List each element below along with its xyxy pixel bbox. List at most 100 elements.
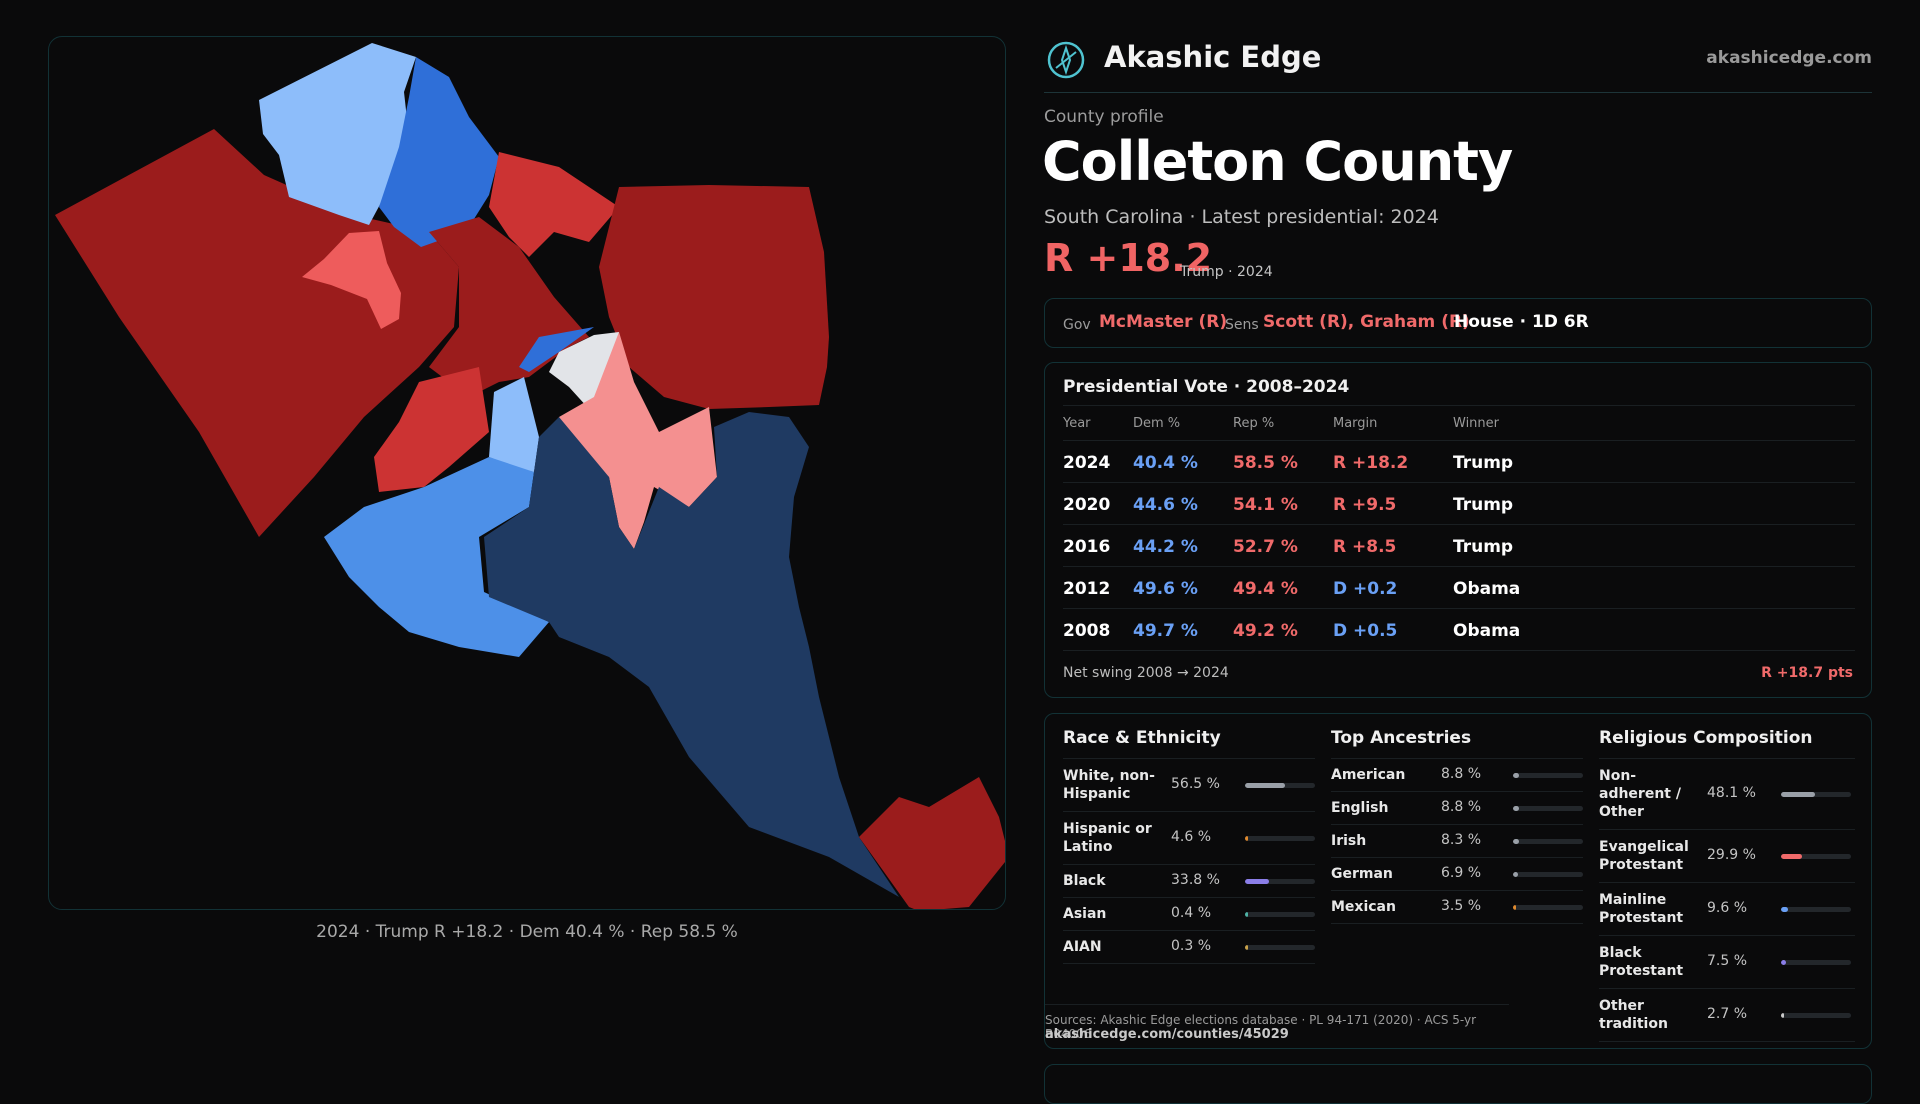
list-item: AIAN 0.3 % — [1063, 931, 1315, 964]
row-margin: R +8.5 — [1333, 537, 1397, 557]
demographics-card: Race & Ethnicity White, non-Hispanic 56.5… — [1044, 713, 1872, 1049]
col-year: Year — [1063, 416, 1091, 431]
item-bar-fill — [1781, 959, 1787, 965]
item-bar-fill — [1513, 805, 1520, 811]
map-region-sw-leand[interactable] — [324, 457, 549, 657]
list-item: Asian 0.4 % — [1063, 898, 1315, 931]
item-bar — [1781, 906, 1851, 912]
map-region-sc-lean[interactable] — [374, 367, 489, 492]
map-region-se[interactable] — [859, 777, 1006, 910]
item-percent: 56.5 % — [1171, 776, 1220, 792]
col-winner: Winner — [1453, 416, 1500, 431]
map-region-ne-lean[interactable] — [489, 152, 619, 257]
item-bar-fill — [1245, 911, 1248, 917]
col-rep: Rep % — [1233, 416, 1275, 431]
item-percent: 7.5 % — [1707, 953, 1748, 969]
map-region-lean-d-small[interactable] — [519, 327, 594, 372]
item-bar — [1781, 959, 1851, 965]
item-percent: 8.3 % — [1441, 832, 1482, 848]
compass-icon[interactable] — [1046, 40, 1086, 80]
gov-label: Gov — [1063, 317, 1091, 333]
county-precinct-map[interactable] — [49, 37, 1006, 910]
row-rep: 49.4 % — [1233, 579, 1298, 599]
row-year: 2016 — [1063, 537, 1111, 557]
list-item: Irish 8.3 % — [1331, 825, 1583, 858]
row-margin: D +0.2 — [1333, 579, 1398, 599]
item-name: Evangelical Protestant — [1599, 839, 1689, 873]
row-dem: 49.6 % — [1133, 579, 1198, 599]
sources-note: Sources: Akashic Edge elections database… — [1045, 1004, 1509, 1041]
item-bar-fill — [1781, 906, 1788, 912]
item-percent: 9.6 % — [1707, 900, 1748, 916]
item-bar-fill — [1513, 838, 1519, 844]
sens-value: Scott (R), Graham (R) — [1263, 312, 1470, 332]
table-row: 2016 44.2 % 52.7 % R +8.5 Trump — [1063, 525, 1855, 567]
row-year: 2024 — [1063, 453, 1111, 473]
religion-column: Religious Composition Non-adherent / Oth… — [1599, 728, 1855, 1042]
item-percent: 3.5 % — [1441, 898, 1482, 914]
item-bar — [1245, 782, 1315, 788]
table-row: 2008 49.7 % 49.2 % D +0.5 Obama — [1063, 609, 1855, 651]
row-margin: R +9.5 — [1333, 495, 1397, 515]
page-title: Colleton County — [1042, 130, 1513, 193]
item-name: English — [1331, 800, 1389, 816]
list-item: Mainline Protestant 9.6 % — [1599, 883, 1855, 936]
item-percent: 29.9 % — [1707, 847, 1756, 863]
map-region-east[interactable] — [599, 185, 829, 409]
item-bar-fill — [1245, 944, 1248, 950]
source-link[interactable]: akashicedge.com/counties/45029 — [1045, 1027, 1289, 1042]
item-percent: 6.9 % — [1441, 865, 1482, 881]
row-margin: R +18.2 — [1333, 453, 1409, 473]
item-name: AIAN — [1063, 939, 1102, 955]
list-item: English 8.8 % — [1331, 792, 1583, 825]
map-region-west[interactable] — [55, 129, 459, 537]
item-name: German — [1331, 866, 1393, 882]
item-name: American — [1331, 767, 1406, 783]
item-bar-fill — [1245, 782, 1285, 788]
county-map-panel[interactable] — [48, 36, 1006, 910]
table-row: 2020 44.6 % 54.1 % R +9.5 Trump — [1063, 483, 1855, 525]
page-subtitle: South Carolina · Latest presidential: 20… — [1044, 206, 1439, 228]
list-item: White, non-Hispanic 56.5 % — [1063, 759, 1315, 812]
item-percent: 33.8 % — [1171, 872, 1220, 888]
brand-name[interactable]: Akashic Edge — [1104, 40, 1322, 74]
item-bar — [1513, 838, 1583, 844]
item-percent: 4.6 % — [1171, 829, 1212, 845]
table-row: 2012 49.6 % 49.4 % D +0.2 Obama — [1063, 567, 1855, 609]
list-item: Mexican 3.5 % — [1331, 891, 1583, 924]
item-bar — [1781, 853, 1851, 859]
brand-bar: Akashic Edge akashicedge.com — [1044, 36, 1872, 93]
race-column: Race & Ethnicity White, non-Hispanic 56.5… — [1063, 728, 1315, 964]
row-dem: 44.6 % — [1133, 495, 1198, 515]
item-bar-fill — [1781, 1012, 1784, 1018]
map-region-nw-lean[interactable] — [302, 231, 401, 329]
item-bar — [1245, 911, 1315, 917]
item-name: Mainline Protestant — [1599, 892, 1684, 926]
row-dem: 40.4 % — [1133, 453, 1198, 473]
item-bar-fill — [1513, 904, 1516, 910]
map-region-tiltd-mid[interactable] — [489, 377, 539, 472]
item-bar — [1245, 878, 1315, 884]
map-region-north-likelyd[interactable] — [379, 57, 499, 247]
ancestry-title: Top Ancestries — [1331, 728, 1583, 759]
item-bar-fill — [1513, 871, 1518, 877]
map-region-south-safed[interactable] — [484, 412, 899, 897]
latest-margin: R +18.2 — [1044, 236, 1213, 280]
row-rep: 52.7 % — [1233, 537, 1298, 557]
next-card-stub — [1044, 1064, 1872, 1104]
item-bar — [1513, 871, 1583, 877]
list-item: Other tradition 2.7 % — [1599, 989, 1855, 1042]
list-item: Black Protestant 7.5 % — [1599, 936, 1855, 989]
item-bar-fill — [1245, 878, 1269, 884]
map-region-tiltr[interactable] — [549, 332, 717, 549]
item-percent: 8.8 % — [1441, 799, 1482, 815]
row-winner: Obama — [1453, 579, 1521, 599]
row-winner: Trump — [1453, 453, 1514, 473]
map-region-north-tiltd[interactable] — [259, 43, 416, 225]
brand-url[interactable]: akashicedge.com — [1706, 48, 1872, 68]
net-swing-value: R +18.7 pts — [1761, 665, 1853, 681]
item-name: Other tradition — [1599, 998, 1668, 1032]
item-bar — [1245, 944, 1315, 950]
table-row: 2024 40.4 % 58.5 % R +18.2 Trump — [1063, 441, 1855, 483]
item-name: Mexican — [1331, 899, 1396, 915]
